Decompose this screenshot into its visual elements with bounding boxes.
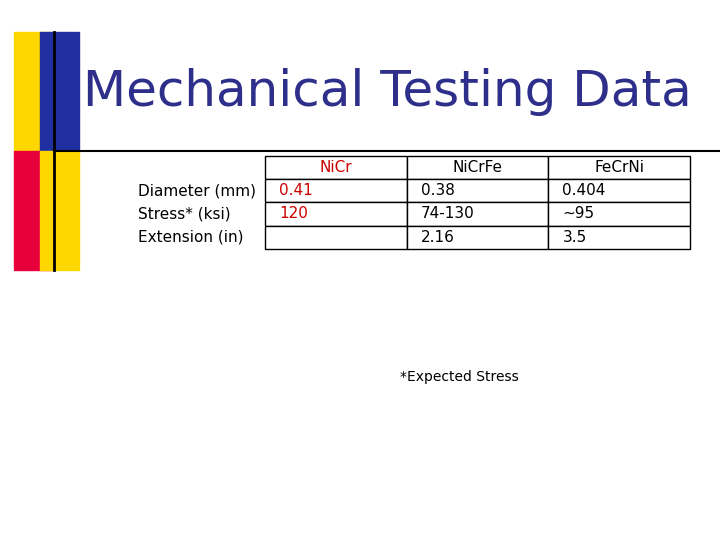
Text: *Expected Stress: *Expected Stress <box>400 370 518 384</box>
Text: Mechanical Testing Data: Mechanical Testing Data <box>83 68 691 116</box>
